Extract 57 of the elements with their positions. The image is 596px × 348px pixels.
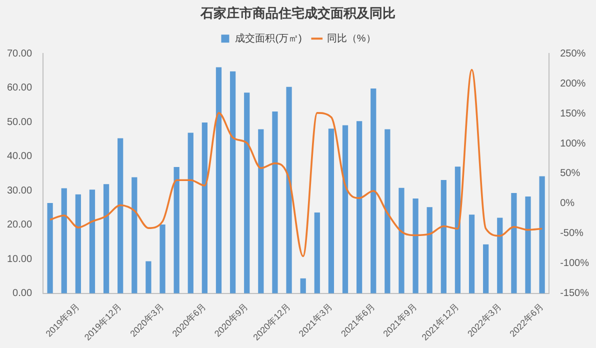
bar xyxy=(539,176,545,294)
bar xyxy=(483,244,489,294)
bar xyxy=(356,121,362,294)
bar xyxy=(202,122,208,294)
y2-tick-label: 0% xyxy=(560,198,575,210)
y2-tick-label: 200% xyxy=(560,78,586,90)
y2-tick-label: -150% xyxy=(560,288,590,300)
y2-tick-label: 250% xyxy=(560,48,586,60)
bar xyxy=(244,92,250,294)
y-tick-label: 40.00 xyxy=(6,151,32,162)
bar xyxy=(497,218,503,294)
y-tick-label: 70.00 xyxy=(6,48,32,60)
bar xyxy=(426,207,432,294)
legend-label: 成交面积(万㎡) xyxy=(235,32,302,44)
bar xyxy=(384,129,390,294)
bar xyxy=(118,138,124,294)
chart-title: 石家庄市商品住宅成交面积及同比 xyxy=(200,5,396,20)
bar xyxy=(440,180,446,294)
bar xyxy=(300,278,306,294)
bar xyxy=(258,129,264,294)
y2-tick-label: 50% xyxy=(560,168,580,180)
bar xyxy=(146,261,152,294)
bar xyxy=(61,188,67,294)
bar xyxy=(216,67,222,294)
line-series xyxy=(49,68,543,258)
bar xyxy=(412,198,418,294)
bar xyxy=(132,177,138,294)
bar xyxy=(314,212,320,294)
y-tick-label: 50.00 xyxy=(6,116,32,128)
legend-label: 同比（%） xyxy=(326,32,376,44)
y-tick-label: 60.00 xyxy=(6,82,32,94)
bar xyxy=(230,71,236,294)
y-tick-label: 20.00 xyxy=(6,220,32,231)
bar xyxy=(174,166,180,294)
bar xyxy=(398,188,404,294)
bar xyxy=(511,193,517,294)
y2-tick-label: -50% xyxy=(560,228,584,240)
bar xyxy=(89,190,96,294)
y2-tick-label: 150% xyxy=(560,108,586,120)
bar xyxy=(286,86,292,294)
bar xyxy=(188,132,194,294)
bar xyxy=(525,196,531,294)
bar xyxy=(47,202,53,294)
y-tick-label: 10.00 xyxy=(6,254,32,265)
bar xyxy=(454,166,461,294)
y-tick-label: 30.00 xyxy=(6,185,32,196)
bar xyxy=(75,194,81,294)
y-tick-label: 0.00 xyxy=(12,288,32,300)
y2-tick-label: -100% xyxy=(560,258,590,270)
bar xyxy=(272,111,278,294)
bar xyxy=(328,128,334,294)
bar xyxy=(468,214,475,294)
bar xyxy=(342,125,348,294)
bar xyxy=(370,88,376,294)
bar xyxy=(103,184,110,294)
bar xyxy=(160,224,166,294)
y2-tick-label: 100% xyxy=(560,138,586,150)
